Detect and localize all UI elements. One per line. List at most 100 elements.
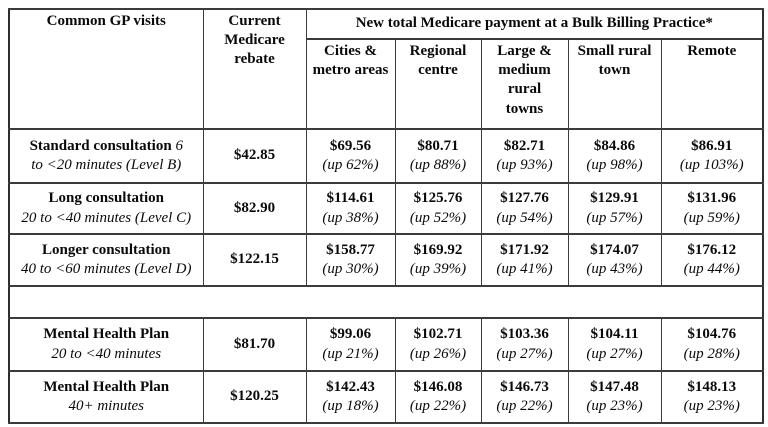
payment-pct: (up 27%)	[586, 345, 643, 362]
payment-value: $82.71	[503, 137, 546, 154]
spacer-row	[9, 285, 764, 319]
payment-cell: $80.71 (up 88%)	[394, 128, 482, 184]
payment-value: $176.12	[687, 241, 737, 258]
payment-cell: $82.71 (up 93%)	[480, 128, 569, 184]
service-name: Mental Health Plan	[43, 326, 170, 343]
payment-value: $103.36	[500, 326, 549, 343]
payment-pct: (up 39%)	[409, 261, 467, 277]
payment-pct: (up 28%)	[683, 345, 740, 362]
payment-cell: $146.08 (up 22%)	[394, 370, 482, 424]
service-desc: to <20 minutes (Level B)	[31, 157, 182, 173]
payment-pct: (up 54%)	[496, 209, 553, 226]
service-cell: Mental Health Plan 40+ minutes	[8, 370, 204, 424]
payment-pct: (up 98%)	[586, 157, 643, 173]
table-row-mental-health-plan-40: Mental Health Plan 40+ minutes $120.25 $…	[8, 370, 764, 424]
rebate-cell: $120.25	[202, 370, 307, 424]
service-name: Standard consultation	[29, 137, 172, 154]
payment-value: $127.76	[500, 190, 549, 207]
payment-value: $129.91	[590, 190, 639, 207]
rebate-cell: $81.70	[202, 317, 307, 372]
payment-cell: $114.61 (up 38%)	[305, 182, 396, 235]
payment-pct: (up 23%)	[586, 398, 643, 414]
payment-pct: (up 18%)	[322, 398, 379, 414]
payment-pct: (up 103%)	[679, 157, 744, 173]
payment-cell: $158.77 (up 30%)	[305, 233, 396, 287]
payment-cell: $131.96 (up 59%)	[660, 182, 764, 235]
service-cell: Mental Health Plan 20 to <40 minutes	[8, 317, 204, 372]
rebate-cell: $42.85	[202, 128, 307, 184]
payment-value: $158.77	[326, 241, 375, 258]
header-row-locations: Cities & metro areas Regional centre Lar…	[9, 38, 764, 130]
payment-pct: (up 93%)	[496, 157, 553, 173]
service-name: Mental Health Plan	[43, 378, 170, 395]
payment-cell: $129.91 (up 57%)	[567, 182, 662, 235]
payment-pct: (up 52%)	[409, 209, 467, 226]
payment-value: $104.76	[687, 326, 737, 343]
medicare-payment-table: Common GP visits Current Medicare rebate…	[8, 8, 765, 424]
service-desc: 40 to <60 minutes (Level D)	[20, 261, 192, 277]
payment-value: $86.91	[691, 137, 733, 154]
payment-cell: $102.71 (up 26%)	[394, 317, 482, 372]
payment-cell: $171.92 (up 41%)	[480, 233, 569, 287]
payment-pct: (up 22%)	[496, 398, 553, 414]
span-header-cell: New total Medicare payment at a Bulk Bil…	[305, 8, 764, 40]
service-name-suffix: 6	[175, 137, 183, 154]
payment-value: $69.56	[329, 137, 372, 154]
payment-pct: (up 38%)	[322, 209, 379, 226]
payment-pct: (up 21%)	[322, 345, 379, 362]
payment-cell: $104.11 (up 27%)	[567, 317, 662, 372]
service-cell: Standard consultation 6 to <20 minutes (…	[8, 128, 204, 184]
payment-value: $146.08	[413, 378, 463, 395]
payment-cell: $169.92 (up 39%)	[394, 233, 482, 287]
payment-pct: (up 44%)	[683, 261, 740, 277]
payment-pct: (up 43%)	[586, 261, 643, 277]
payment-pct: (up 30%)	[322, 261, 379, 277]
medicare-table-container: Common GP visits Current Medicare rebate…	[8, 8, 765, 424]
rebate-header-cell: Current Medicare rebate	[202, 8, 307, 130]
corner-header-cell: Common GP visits	[8, 8, 204, 130]
service-name: Long consultation	[48, 190, 164, 207]
payment-cell: $148.13 (up 23%)	[660, 370, 764, 424]
payment-value: $169.92	[413, 241, 463, 258]
rebate-cell: $82.90	[202, 182, 307, 235]
payment-value: $171.92	[500, 241, 549, 258]
payment-value: $84.86	[593, 137, 636, 154]
payment-cell: $147.48 (up 23%)	[567, 370, 662, 424]
location-header-regional: Regional centre	[394, 38, 482, 130]
table-row-mental-health-plan-20: Mental Health Plan 20 to <40 minutes $81…	[8, 317, 764, 372]
table-row-longer-consultation: Longer consultation 40 to <60 minutes (L…	[8, 233, 764, 287]
payment-value: $80.71	[417, 137, 459, 154]
payment-pct: (up 23%)	[683, 398, 740, 414]
payment-value: $131.96	[687, 190, 737, 207]
payment-pct: (up 59%)	[683, 209, 740, 226]
payment-value: $174.07	[590, 241, 639, 258]
table-row-standard-consultation: Standard consultation 6 to <20 minutes (…	[8, 128, 764, 184]
payment-cell: $127.76 (up 54%)	[480, 182, 569, 235]
payment-value: $104.11	[590, 326, 639, 343]
payment-cell: $176.12 (up 44%)	[660, 233, 764, 287]
table-row-long-consultation: Long consultation 20 to <40 minutes (Lev…	[8, 182, 764, 235]
payment-cell: $104.76 (up 28%)	[660, 317, 764, 372]
payment-cell: $84.86 (up 98%)	[567, 128, 662, 184]
payment-pct: (up 26%)	[409, 345, 467, 362]
payment-pct: (up 57%)	[586, 209, 643, 226]
payment-value: $114.61	[326, 190, 375, 207]
payment-pct: (up 62%)	[322, 157, 379, 173]
service-desc: 20 to <40 minutes (Level C)	[21, 209, 192, 226]
payment-cell: $103.36 (up 27%)	[480, 317, 569, 372]
payment-pct: (up 88%)	[409, 157, 467, 173]
payment-cell: $99.06 (up 21%)	[305, 317, 396, 372]
payment-value: $147.48	[590, 378, 639, 395]
location-header-small-rural: Small rural town	[567, 38, 662, 130]
payment-value: $148.13	[687, 378, 737, 395]
payment-cell: $146.73 (up 22%)	[480, 370, 569, 424]
service-cell: Longer consultation 40 to <60 minutes (L…	[8, 233, 204, 287]
service-desc: 20 to <40 minutes	[51, 345, 162, 362]
location-header-cities: Cities & metro areas	[305, 38, 396, 130]
payment-cell: $86.91 (up 103%)	[660, 128, 764, 184]
service-desc: 40+ minutes	[68, 398, 145, 414]
payment-value: $142.43	[326, 378, 375, 395]
header-row-top: Common GP visits Current Medicare rebate…	[8, 8, 764, 130]
payment-cell: $69.56 (up 62%)	[305, 128, 396, 184]
location-header-large-medium-rural: Large & medium rural towns	[480, 38, 569, 130]
